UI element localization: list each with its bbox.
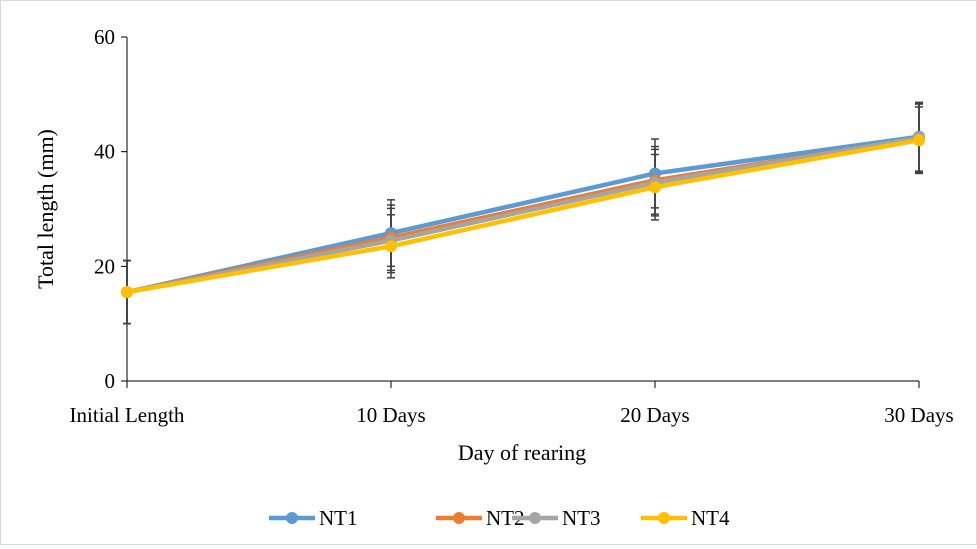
legend-swatch-marker <box>529 512 541 524</box>
y-tick-label: 20 <box>94 254 115 278</box>
x-tick-label: 30 Days <box>884 403 953 427</box>
data-point-nt4 <box>649 181 661 194</box>
y-axis-title: Total length (mm) <box>33 129 58 289</box>
y-tick-label: 60 <box>94 25 115 49</box>
legend: NT1 NT2 NT3 NT4 <box>269 506 730 530</box>
series-line-nt4 <box>126 137 920 295</box>
x-tick-label: 10 Days <box>356 403 425 427</box>
x-tick-label: Initial Length <box>70 403 185 427</box>
legend-item-nt3: NT3 <box>512 506 601 530</box>
data-point-nt4 <box>121 286 133 299</box>
series-nt4 <box>121 134 925 299</box>
series-line-nt3 <box>126 135 920 295</box>
legend-swatch-marker <box>286 512 298 524</box>
x-axis-title: Day of rearing <box>458 440 586 465</box>
legend-item-nt1: NT1 <box>269 506 358 530</box>
series-lines <box>121 130 925 299</box>
data-point-nt4 <box>913 134 925 147</box>
legend-label: NT4 <box>691 506 730 530</box>
y-tick-label: 0 <box>105 369 116 393</box>
x-axis: Initial Length 10 Days 20 Days 30 Days <box>70 380 954 427</box>
legend-item-nt2: NT2 <box>436 506 525 530</box>
y-axis: 0 20 40 60 <box>94 25 128 393</box>
y-tick-label: 40 <box>94 140 115 164</box>
legend-item-nt4: NT4 <box>641 506 730 530</box>
data-point-nt4 <box>385 240 397 253</box>
legend-swatch-marker <box>658 512 670 524</box>
legend-label: NT3 <box>562 506 601 530</box>
x-tick-label: 20 Days <box>620 403 689 427</box>
legend-swatch-marker <box>453 512 465 524</box>
legend-label: NT1 <box>319 506 358 530</box>
